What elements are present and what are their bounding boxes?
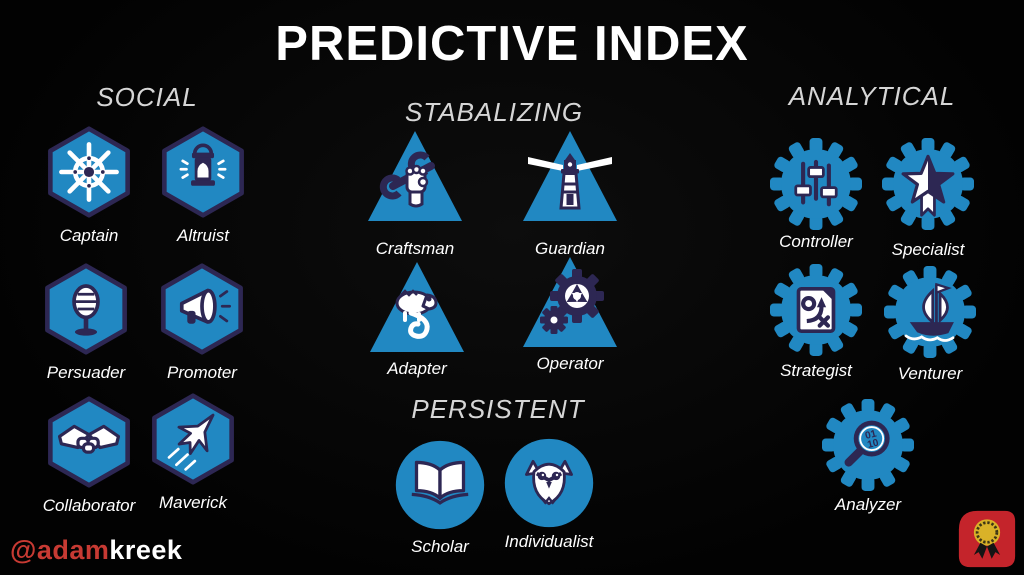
chameleon-icon (395, 289, 438, 339)
watermark-suffix: kreek (109, 535, 183, 565)
persona-venturer: Venturer (865, 266, 995, 384)
triangle-badge (523, 257, 617, 347)
persona-persuader: Persuader (21, 263, 151, 383)
persona-label: Strategist (780, 361, 852, 380)
group-header-analytical: ANALYTICAL (788, 81, 956, 111)
persona-captain: Captain (24, 126, 154, 246)
hexagon-badge (157, 126, 249, 218)
circle-badge (395, 440, 485, 530)
lantern-icon (179, 143, 227, 186)
gear-badge: 01 10 (822, 399, 914, 491)
magnifier-binary-icon: 01 10 (844, 420, 890, 467)
lens-text-line1: 01 (864, 428, 878, 441)
persona-operator: Operator (505, 252, 635, 374)
persona-strategist: Strategist (751, 264, 881, 381)
persona-altruist: Altruist (138, 126, 268, 246)
persona-promoter: Promoter (137, 263, 267, 383)
fighter-jet-icon (167, 413, 215, 471)
persona-analyzer: 01 10 Analyzer (803, 399, 933, 515)
group-header-persistent: PERSISTENT (411, 394, 585, 424)
ship-wheel-icon (59, 142, 119, 202)
persona-label: Collaborator (42, 496, 136, 515)
persona-maverick: Maverick (128, 393, 258, 513)
wrench-fist-icon (379, 151, 435, 208)
lens-text-line2: 10 (866, 437, 880, 450)
persona-individualist: Individualist (484, 436, 614, 552)
microphone-icon (72, 284, 100, 336)
persona-guardian: Guardian (505, 126, 635, 259)
hexagon-badge (156, 263, 248, 355)
watermark-handle: @adamkreek (10, 535, 182, 566)
persona-label: Guardian (535, 239, 605, 258)
gear-badge (770, 264, 862, 356)
gears-icon (540, 269, 604, 334)
watermark-prefix: @adam (10, 535, 110, 565)
persona-label: Operator (536, 354, 604, 373)
persona-label: Specialist (891, 240, 965, 259)
persona-label: Altruist (177, 226, 229, 245)
persona-specialist: Specialist (863, 138, 993, 260)
handshake-icon (57, 424, 121, 454)
star-icon (901, 154, 955, 217)
triangle-badge (368, 131, 462, 221)
triangle-badge (370, 262, 464, 352)
lighthouse-icon (528, 153, 612, 210)
persona-label: Individualist (504, 532, 594, 551)
award-ribbon-logo (958, 510, 1016, 568)
persona-label: Controller (779, 232, 853, 251)
persona-adapter: Adapter (352, 257, 482, 379)
gear-badge (884, 266, 976, 358)
persona-label: Venturer (897, 364, 963, 383)
persona-label: Promoter (167, 363, 237, 382)
sliders-icon (794, 159, 838, 207)
persona-label: Analyzer (834, 495, 902, 514)
persona-label: Adapter (387, 359, 447, 378)
gear-badge (770, 138, 862, 230)
group-header-social: SOCIAL (96, 82, 198, 112)
persona-craftsman: Craftsman (350, 126, 480, 259)
hexagon-badge (40, 263, 132, 355)
sailing-ship-icon (904, 282, 955, 342)
hexagon-badge (43, 396, 135, 488)
circle-badge (504, 438, 594, 528)
hexagon-badge (43, 126, 135, 218)
persona-label: Scholar (411, 537, 469, 556)
persona-label: Persuader (46, 363, 126, 382)
triangle-badge (523, 131, 617, 221)
owl-icon (525, 459, 573, 506)
megaphone-icon (179, 288, 231, 324)
persona-label: Maverick (158, 493, 227, 512)
persona-collaborator: Collaborator (24, 396, 154, 516)
persona-controller: Controller (751, 138, 881, 252)
persona-label: Captain (59, 226, 119, 245)
open-book-icon (411, 460, 469, 505)
hexagon-badge (147, 393, 239, 485)
persona-scholar: Scholar (375, 438, 505, 557)
gear-badge (882, 138, 974, 230)
persona-label: Craftsman (375, 239, 455, 258)
page-title: PREDICTIVE INDEX (275, 17, 749, 71)
group-header-stabalizing: STABALIZING (404, 97, 584, 127)
strategy-plan-icon (796, 287, 836, 333)
